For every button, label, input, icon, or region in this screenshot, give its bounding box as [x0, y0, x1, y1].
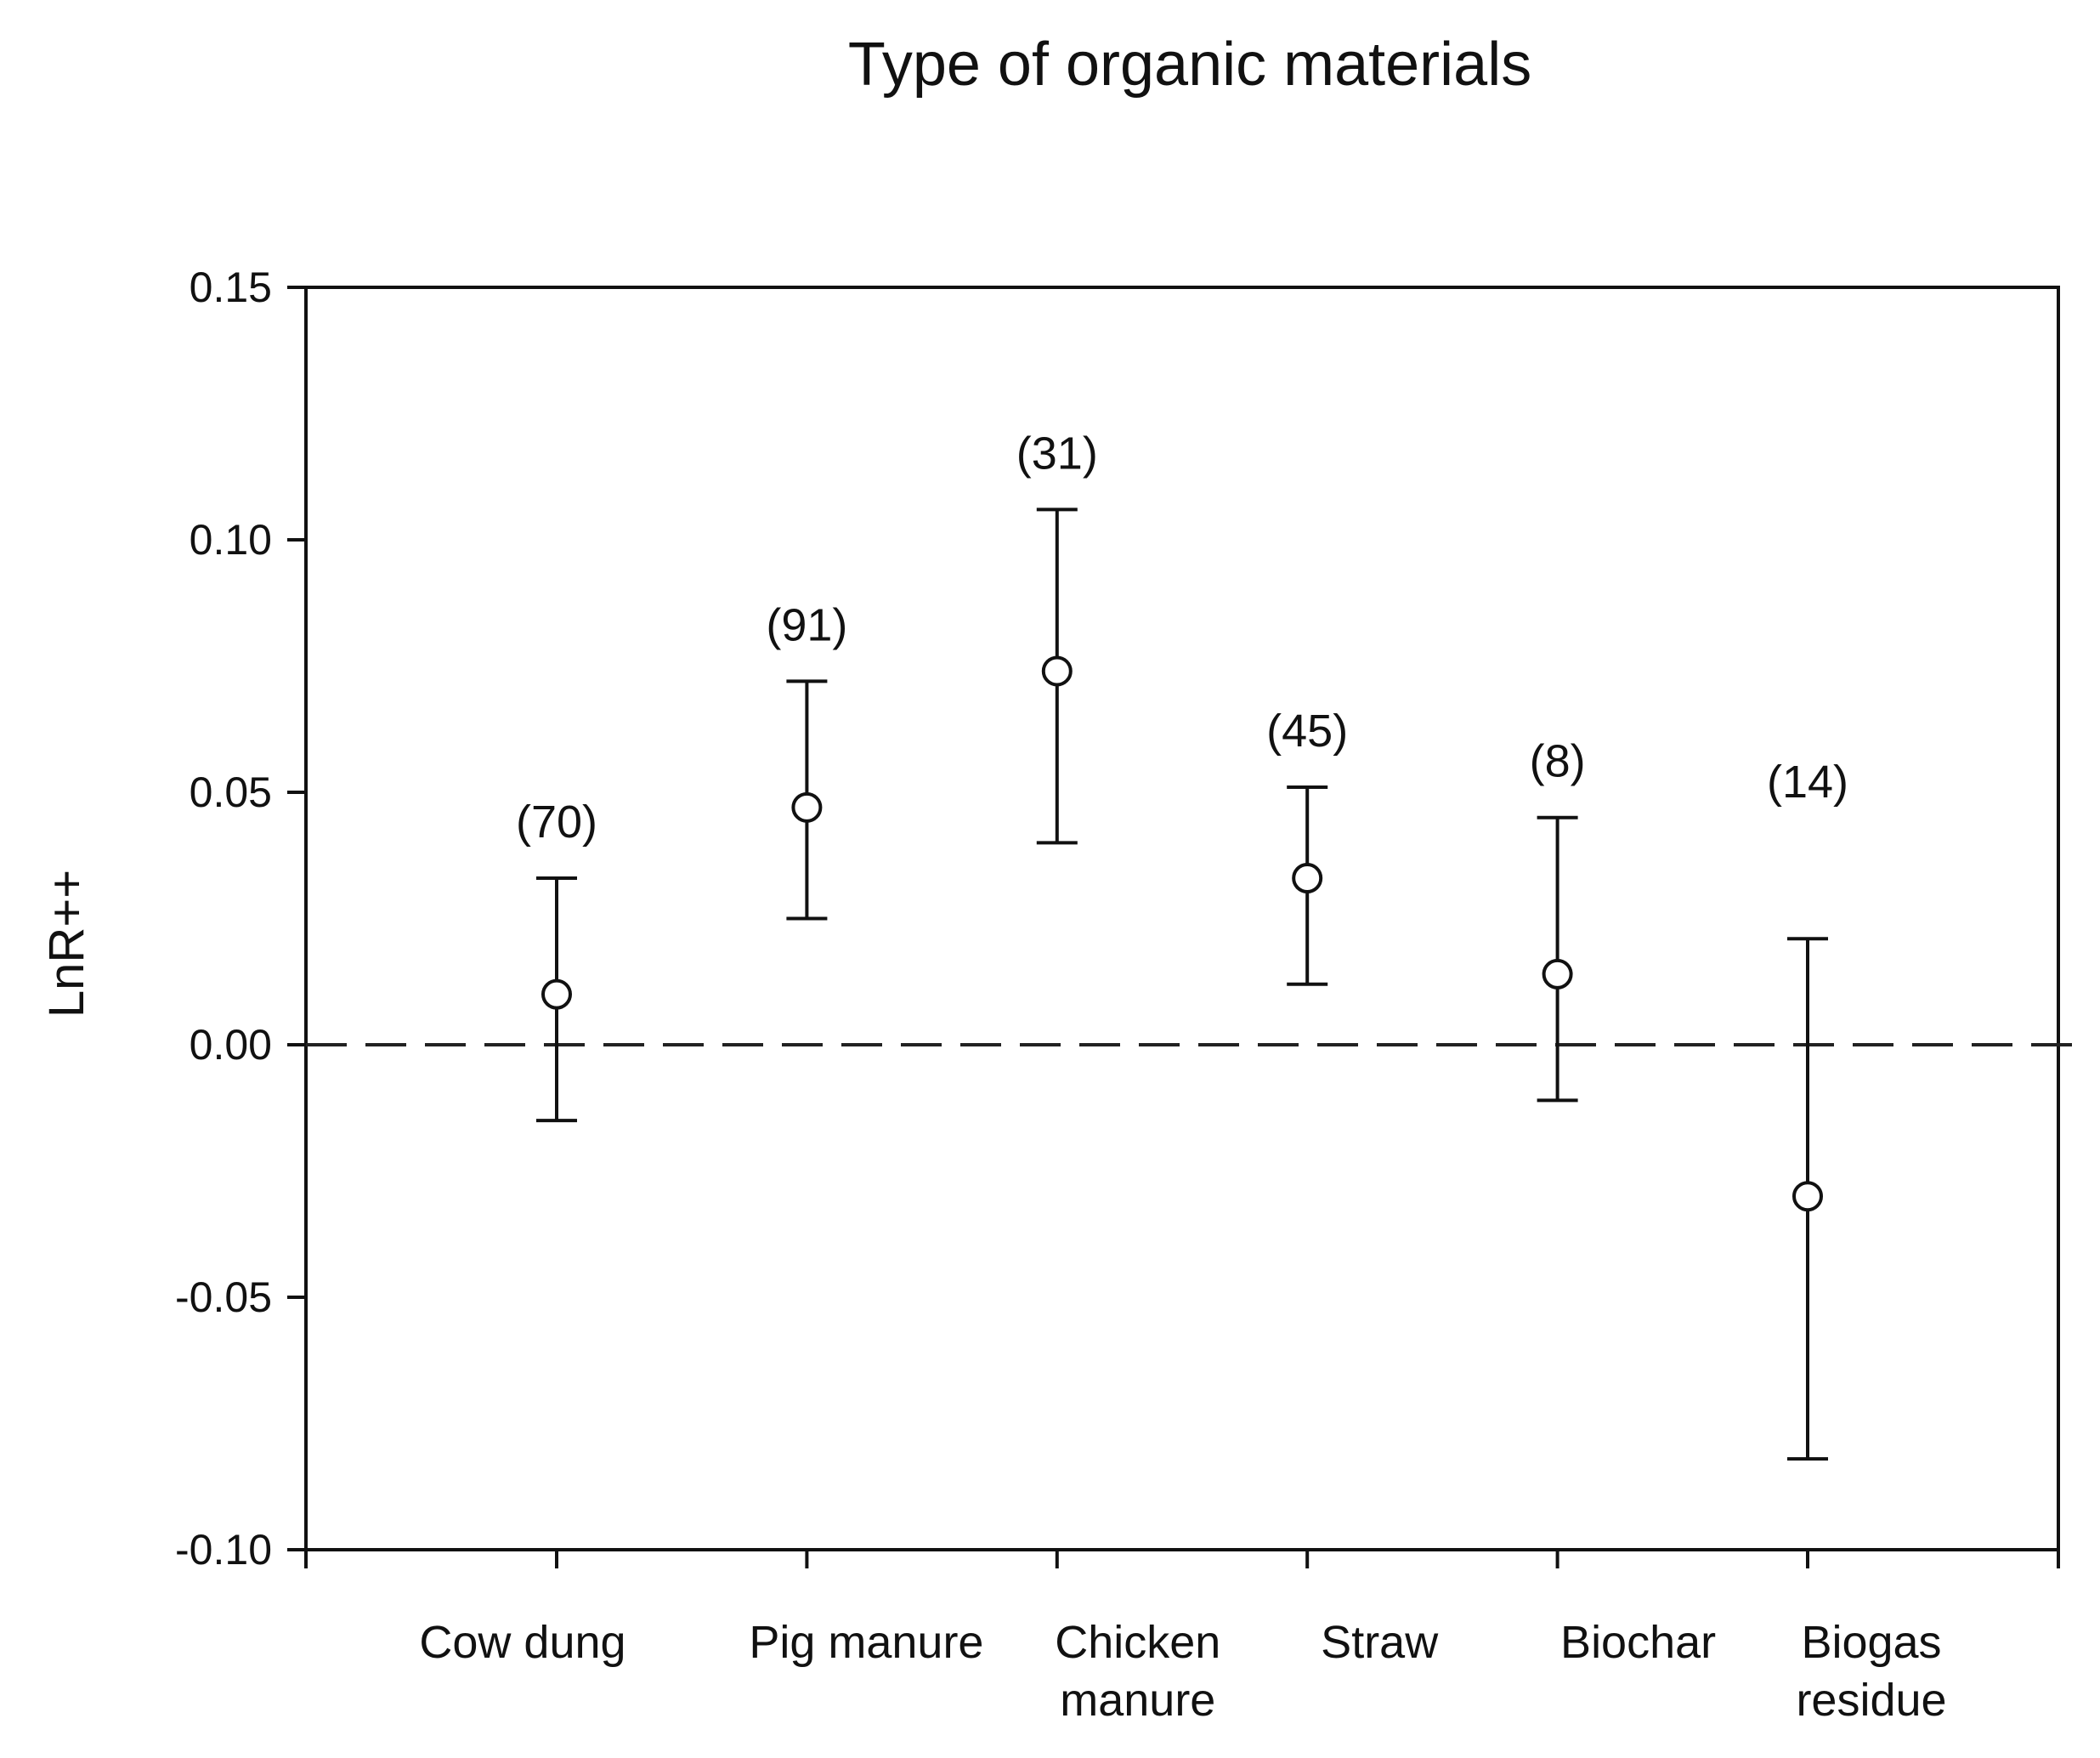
- x-category-label: Cow dung: [419, 1617, 625, 1668]
- sample-size-label: (8): [1530, 736, 1586, 787]
- x-category-labels: Cow dung Pig manure Chicken manure Straw Bioc…: [419, 1617, 1946, 1726]
- sample-size-label: (14): [1767, 757, 1848, 808]
- y-tick-label: -0.10: [175, 1526, 272, 1574]
- y-tick-label: 0.15: [190, 264, 272, 311]
- mean-point: [1542, 958, 1573, 990]
- y-tick-label: 0.10: [190, 516, 272, 564]
- x-category-label: Biogas residue: [1796, 1617, 1946, 1726]
- x-axis-ticks: [304, 1550, 2060, 1568]
- x-category-label-line: Chicken: [1055, 1617, 1220, 1668]
- x-category-label-line: Biochar: [1560, 1617, 1716, 1668]
- y-axis-ticks: -0.10 -0.05 0.00 0.05 0.10 0.15: [175, 264, 306, 1574]
- sample-size-label: (91): [766, 599, 847, 650]
- chart-title: Type of organic materials: [848, 31, 1531, 99]
- mean-point: [541, 978, 572, 1010]
- x-category-label-line: Cow dung: [419, 1617, 625, 1668]
- y-axis-label: LnR++: [39, 870, 94, 1018]
- sample-size-label: (45): [1266, 706, 1348, 757]
- sample-size-label: (31): [1016, 428, 1098, 479]
- x-category-label: Biochar: [1560, 1617, 1716, 1668]
- error-bar-marks: (70) (91) (31) (45) (8) (14): [516, 428, 1848, 1461]
- plot-frame: [304, 286, 2060, 1551]
- x-category-label: Straw: [1321, 1617, 1439, 1668]
- x-category-label-line: residue: [1796, 1675, 1946, 1726]
- x-category-label-line: Straw: [1321, 1617, 1439, 1668]
- y-tick-label: 0.00: [190, 1021, 272, 1069]
- y-tick-label: -0.05: [175, 1273, 272, 1321]
- x-category-label: Chicken manure: [1055, 1617, 1220, 1726]
- x-category-label-line: Biogas: [1801, 1617, 1941, 1668]
- mean-point: [1041, 655, 1073, 687]
- y-tick-label: 0.05: [190, 768, 272, 816]
- mean-point: [791, 791, 823, 823]
- mean-point: [1292, 862, 1323, 893]
- sample-size-label: (70): [516, 797, 597, 848]
- x-category-label-line: Pig manure: [749, 1617, 983, 1668]
- mean-point: [1792, 1181, 1823, 1212]
- x-category-label-line: manure: [1060, 1675, 1215, 1726]
- x-category-label: Pig manure: [749, 1617, 983, 1668]
